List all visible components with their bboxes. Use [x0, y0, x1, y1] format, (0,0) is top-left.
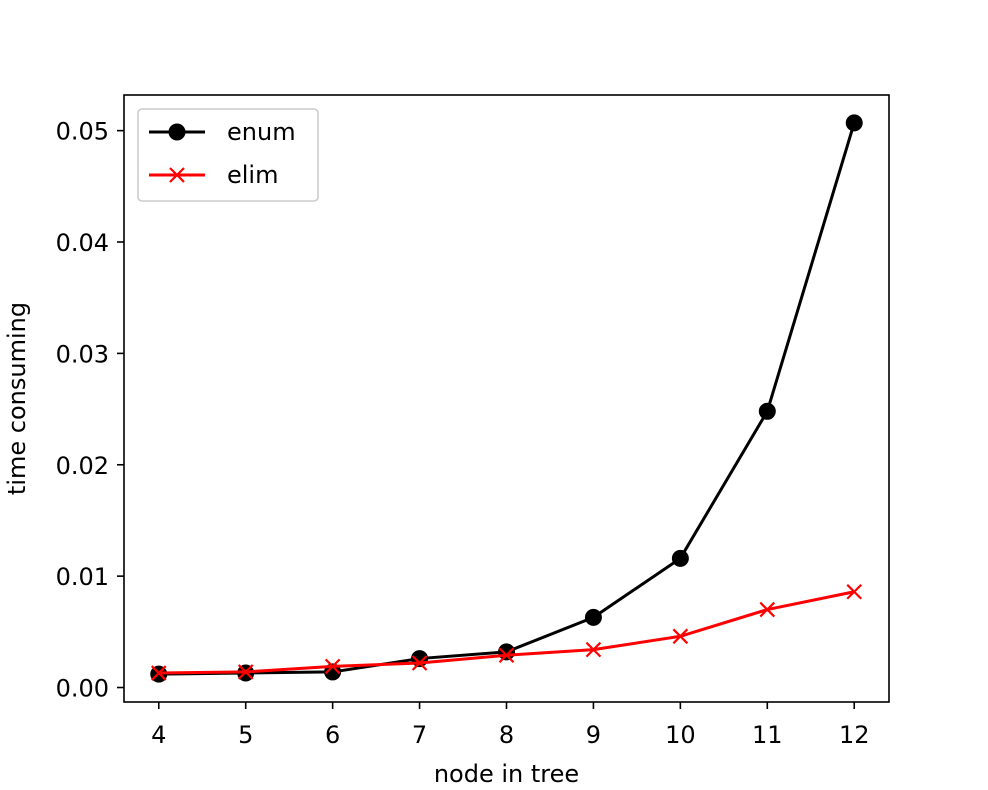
y-tick-label: 0.03: [56, 340, 109, 368]
legend-label: elim: [227, 161, 278, 189]
x-tick-label: 10: [665, 721, 696, 749]
legend-item-enum: enum: [149, 118, 296, 146]
data-point-elim: [846, 583, 863, 600]
data-point-enum: [671, 549, 689, 567]
y-tick-label: 0.02: [56, 452, 109, 480]
data-point-enum: [584, 608, 602, 626]
data-point-elim: [759, 601, 776, 618]
y-axis-ticks: 0.00 0.01 0.02 0.03 0.04 0.05: [56, 118, 124, 703]
legend-item-elim: elim: [149, 161, 278, 189]
legend: enum elim: [137, 108, 319, 202]
x-tick-label: 7: [412, 721, 427, 749]
legend-marker: [169, 167, 185, 183]
legend-label: enum: [227, 118, 296, 146]
data-point-elim: [672, 628, 689, 645]
x-axis-ticks: 4 5 6 7 8 9 10 11 12: [151, 702, 870, 749]
data-point-elim: [237, 664, 254, 680]
x-tick-label: 6: [325, 721, 340, 749]
data-point-elim: [150, 665, 167, 681]
x-tick-label: 12: [839, 721, 870, 749]
y-tick-label: 0.04: [56, 229, 109, 257]
y-tick-label: 0.01: [56, 563, 109, 591]
x-tick-label: 9: [586, 721, 601, 749]
y-tick-label: 0.05: [56, 118, 109, 146]
data-point-elim: [324, 658, 341, 675]
data-point-elim: [411, 655, 428, 671]
series-layer: [150, 114, 863, 683]
plot-area-frame: [123, 94, 890, 703]
x-tick-label: 8: [499, 721, 514, 749]
data-point-enum: [845, 114, 863, 132]
y-axis-title: time consuming: [3, 302, 31, 495]
legend-marker: [168, 123, 186, 141]
x-tick-label: 11: [752, 721, 783, 749]
x-tick-label: 5: [238, 721, 253, 749]
data-point-enum: [758, 402, 776, 420]
x-axis-title: node in tree: [434, 760, 579, 788]
series-elim: [150, 583, 863, 681]
x-tick-label: 4: [151, 721, 166, 749]
data-point-elim: [585, 641, 602, 658]
y-tick-label: 0.00: [56, 675, 109, 703]
data-point-enum: [498, 643, 515, 661]
data-point-elim: [498, 647, 515, 663]
